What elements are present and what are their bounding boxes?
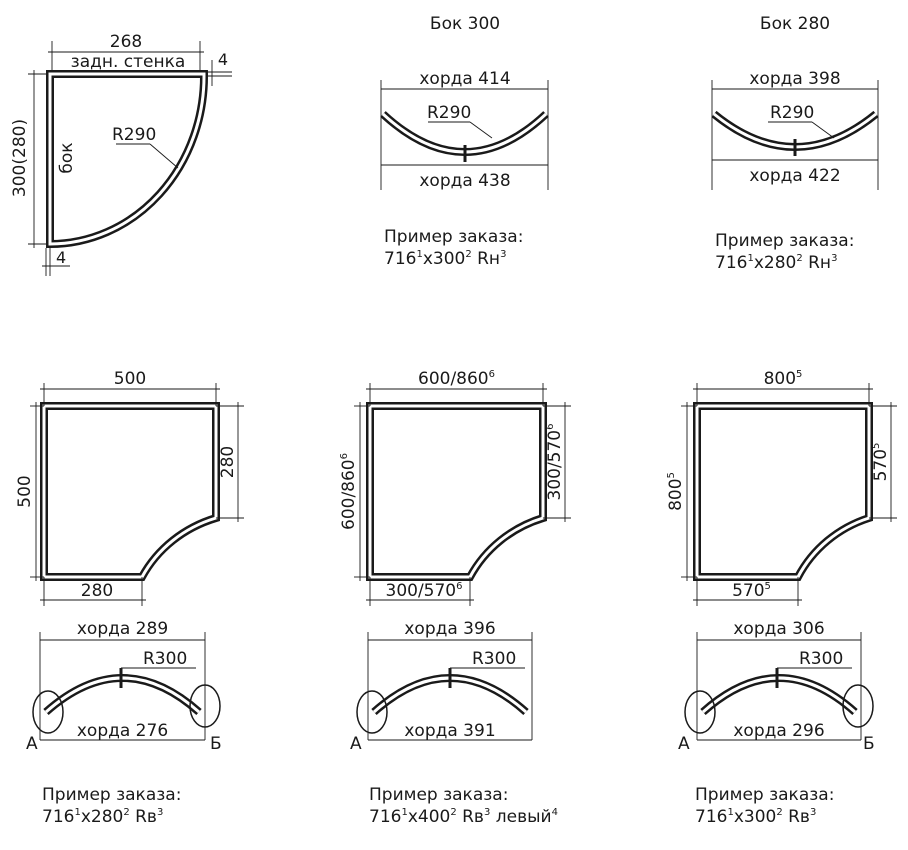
side-300-chord-top: хорда 414 (419, 69, 510, 89)
variant-plan-shape (370, 406, 543, 577)
variant-plan-shape (44, 406, 216, 577)
variant-chord-top: хорда 289 (77, 619, 168, 639)
variant-right-dimension: 5705 (871, 443, 891, 482)
side-280-order-caption: Пример заказа: (715, 231, 854, 251)
side-280-chord-bottom: хорда 422 (749, 166, 840, 186)
side-300-title: Бок 300 (430, 14, 500, 34)
variant-chord-top: хорда 396 (404, 619, 495, 639)
back-wall-label: задн. стенка (71, 52, 186, 72)
side-300-order-caption: Пример заказа: (384, 227, 523, 247)
variant-1: 500 500 280 280 хорда 289 R300 хорда 276 А Б Прим… (15, 369, 244, 827)
variant-top-dimension: 600/8606 (418, 369, 495, 389)
variant-right-dimension: 280 (218, 446, 238, 478)
variant-2: 600/8606 600/8606 300/5706 300/5706 хорда 39… (339, 369, 571, 827)
corner-plan: 268 задн. стенка 4 300(280) бок R290 4 (10, 32, 232, 276)
variant-chord-bottom: хорда 296 (733, 721, 824, 741)
variant-order-caption: Пример заказа: (42, 785, 181, 805)
thickness-top-label: 4 (218, 50, 228, 69)
variant-order-caption: Пример заказа: (369, 785, 508, 805)
variant-plan-shape (697, 406, 869, 577)
side-280-profile: Бок 280 хорда 398 R290 хорда 422 Пример … (712, 14, 878, 273)
variant-left-dimension: 500 (15, 475, 35, 507)
side-300-chord-bottom: хорда 438 (419, 171, 510, 191)
variant-chord-bottom: хорда 391 (404, 721, 495, 741)
variant-radius: R300 (799, 649, 843, 669)
variant-3: 8005 8005 5705 5705 хорда 306 R300 хорда 296 А Б… (666, 369, 897, 827)
side-280-chord-top: хорда 398 (749, 69, 840, 89)
side-300-profile: Бок 300 хорда 414 R290 хорда 438 Пример … (381, 14, 548, 269)
variant-chord-top: хорда 306 (733, 619, 824, 639)
corner-radius-label: R290 (112, 125, 156, 145)
corner-height-label: 300(280) (10, 119, 30, 197)
corner-width-label: 268 (110, 32, 142, 52)
end-a-label: А (350, 734, 362, 754)
side-300-radius: R290 (427, 103, 471, 123)
end-a-label: А (26, 734, 38, 754)
variant-left-dimension: 600/8606 (339, 453, 359, 530)
thickness-bottom-label: 4 (56, 248, 66, 267)
variant-bottom-dimension: 5705 (732, 581, 771, 601)
side-280-order-text: 7161x2802 Rн3 (715, 253, 837, 273)
variants-row: 500 500 280 280 хорда 289 R300 хорда 276 А Б Прим… (15, 369, 897, 827)
side-label: бок (57, 142, 77, 173)
variant-top-dimension: 8005 (764, 369, 803, 389)
variant-bottom-dimension: 300/5706 (386, 581, 463, 601)
variant-bottom-dimension: 280 (81, 581, 113, 601)
variant-chord-bottom: хорда 276 (77, 721, 168, 741)
side-280-radius: R290 (770, 103, 814, 123)
end-a-marker (685, 691, 715, 733)
variant-order-text: 7161x3002 Rв3 (695, 807, 816, 827)
variant-order-text: 7161x2802 Rв3 (42, 807, 163, 827)
variant-right-dimension: 300/5706 (545, 424, 565, 501)
end-b-label: Б (210, 734, 222, 754)
variant-order-caption: Пример заказа: (695, 785, 834, 805)
side-300-order-text: 7161x3002 Rн3 (384, 249, 506, 269)
end-a-label: А (678, 734, 690, 754)
end-b-label: Б (863, 734, 875, 754)
end-a-marker (357, 691, 387, 733)
side-280-title: Бок 280 (760, 14, 830, 34)
variant-order-text: 7161x4002 Rв3 левый4 (369, 807, 558, 827)
variant-top-dimension: 500 (114, 369, 146, 389)
variant-left-dimension: 8005 (666, 472, 686, 511)
variant-radius: R300 (143, 649, 187, 669)
variant-radius: R300 (472, 649, 516, 669)
